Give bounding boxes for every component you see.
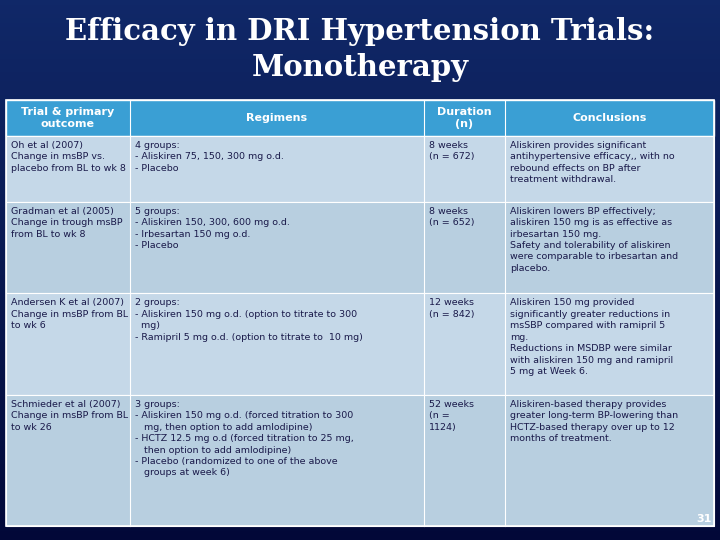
Bar: [0, 49, 720, 54]
Bar: [0, 188, 720, 193]
Bar: [0, 238, 720, 243]
Bar: [0, 381, 720, 387]
Bar: [0, 246, 720, 252]
Bar: [0, 143, 720, 148]
Text: 8 weeks
(n = 652): 8 weeks (n = 652): [428, 207, 474, 227]
Bar: [6, 395, 714, 526]
Text: Duration
(n): Duration (n): [437, 107, 492, 129]
Bar: [0, 147, 720, 153]
Bar: [0, 39, 720, 45]
Bar: [0, 377, 720, 382]
Bar: [0, 476, 720, 482]
Text: 2 groups:
- Aliskiren 150 mg o.d. (option to titrate to 300
  mg)
- Ramipril 5 m: 2 groups: - Aliskiren 150 mg o.d. (optio…: [135, 299, 363, 342]
Bar: [0, 440, 720, 445]
Bar: [0, 8, 720, 14]
Bar: [0, 228, 720, 234]
Bar: [0, 242, 720, 247]
Bar: [0, 309, 720, 315]
Text: Oh et al (2007)
Change in msBP vs.
placebo from BL to wk 8: Oh et al (2007) Change in msBP vs. place…: [11, 141, 126, 173]
Bar: [0, 454, 720, 459]
Bar: [0, 116, 720, 122]
Text: 4 groups:
- Aliskiren 75, 150, 300 mg o.d.
- Placebo: 4 groups: - Aliskiren 75, 150, 300 mg o.…: [135, 141, 284, 173]
Bar: [0, 170, 720, 176]
Bar: [0, 12, 720, 18]
Bar: [0, 458, 720, 463]
Bar: [0, 89, 720, 94]
Bar: [0, 319, 720, 324]
Bar: [0, 512, 720, 517]
Bar: [0, 273, 720, 279]
Bar: [0, 462, 720, 468]
Bar: [0, 192, 720, 198]
Bar: [0, 508, 720, 513]
Bar: [0, 93, 720, 99]
Bar: [0, 386, 720, 391]
Bar: [0, 341, 720, 347]
Bar: [0, 30, 720, 36]
Bar: [0, 516, 720, 522]
Bar: [0, 138, 720, 144]
Bar: [0, 400, 720, 405]
Bar: [0, 332, 720, 338]
Bar: [0, 530, 720, 536]
Bar: [0, 206, 720, 212]
Bar: [0, 336, 720, 342]
Bar: [0, 278, 720, 284]
Text: 8 weeks
(n = 672): 8 weeks (n = 672): [428, 141, 474, 161]
Bar: [0, 157, 720, 162]
Bar: [0, 373, 720, 378]
Bar: [0, 255, 720, 261]
Bar: [0, 359, 720, 364]
Bar: [0, 354, 720, 360]
Bar: [0, 363, 720, 369]
Bar: [0, 224, 720, 230]
Bar: [0, 444, 720, 450]
Bar: [0, 503, 720, 509]
Bar: [0, 0, 720, 4]
Bar: [0, 174, 720, 180]
Bar: [0, 44, 720, 50]
Bar: [0, 350, 720, 355]
Bar: [0, 395, 720, 401]
Bar: [0, 233, 720, 239]
Text: Aliskiren-based therapy provides
greater long-term BP-lowering than
HCTZ-based t: Aliskiren-based therapy provides greater…: [510, 400, 678, 443]
Bar: [0, 327, 720, 333]
Text: Monotherapy: Monotherapy: [251, 53, 469, 83]
Bar: [0, 481, 720, 486]
Bar: [0, 408, 720, 414]
Text: Efficacy in DRI Hypertension Trials:: Efficacy in DRI Hypertension Trials:: [66, 17, 654, 46]
Bar: [0, 296, 720, 301]
Text: Trial & primary
outcome: Trial & primary outcome: [22, 107, 114, 129]
Bar: [0, 265, 720, 270]
Bar: [0, 130, 720, 135]
Text: Regimens: Regimens: [246, 113, 307, 123]
Bar: [0, 404, 720, 409]
Bar: [0, 525, 720, 531]
Bar: [0, 3, 720, 9]
Bar: [0, 120, 720, 126]
Bar: [0, 22, 720, 27]
Bar: [0, 76, 720, 81]
Bar: [0, 152, 720, 158]
Bar: [6, 201, 714, 293]
Text: 5 groups:
- Aliskiren 150, 300, 600 mg o.d.
- Irbesartan 150 mg o.d.
- Placebo: 5 groups: - Aliskiren 150, 300, 600 mg o…: [135, 207, 289, 250]
Bar: [0, 467, 720, 472]
Text: Gradman et al (2005)
Change in trough msBP
from BL to wk 8: Gradman et al (2005) Change in trough ms…: [11, 207, 122, 239]
Bar: [0, 251, 720, 256]
Bar: [0, 165, 720, 171]
Bar: [0, 449, 720, 455]
Bar: [0, 219, 720, 225]
Bar: [0, 107, 720, 112]
Text: Andersen K et al (2007)
Change in msBP from BL
to wk 6: Andersen K et al (2007) Change in msBP f…: [11, 299, 128, 330]
Bar: [0, 417, 720, 423]
Text: Schmieder et al (2007)
Change in msBP from BL
to wk 26: Schmieder et al (2007) Change in msBP fr…: [11, 400, 128, 431]
Bar: [6, 293, 714, 395]
Bar: [0, 390, 720, 396]
Text: Aliskiren lowers BP effectively;
aliskiren 150 mg is as effective as
irbesartan : Aliskiren lowers BP effectively; aliskir…: [510, 207, 678, 273]
Bar: [6, 100, 714, 526]
Bar: [0, 201, 720, 207]
Bar: [0, 103, 720, 108]
Text: 12 weeks
(n = 842): 12 weeks (n = 842): [428, 299, 474, 319]
Bar: [0, 427, 720, 432]
Bar: [6, 136, 714, 201]
